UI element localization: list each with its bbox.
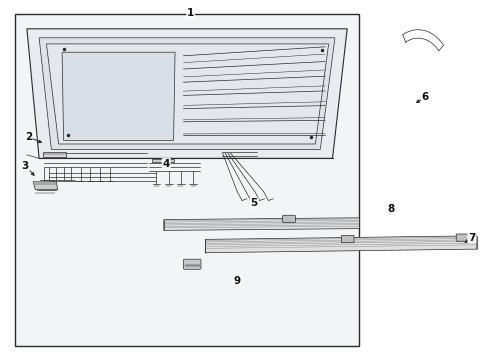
Text: 3: 3 — [22, 161, 29, 171]
Polygon shape — [27, 29, 346, 158]
Text: 5: 5 — [250, 198, 257, 208]
Text: 8: 8 — [387, 204, 394, 214]
Polygon shape — [151, 159, 173, 162]
FancyBboxPatch shape — [455, 234, 468, 241]
Polygon shape — [39, 38, 334, 149]
Polygon shape — [46, 44, 328, 144]
Polygon shape — [205, 236, 476, 253]
FancyBboxPatch shape — [282, 215, 295, 222]
Text: 7: 7 — [467, 233, 475, 243]
Polygon shape — [62, 52, 175, 140]
Text: 4: 4 — [162, 159, 170, 169]
Text: 2: 2 — [25, 132, 32, 142]
Polygon shape — [43, 152, 66, 157]
FancyBboxPatch shape — [341, 235, 353, 243]
Bar — [15, 14, 359, 346]
Text: 6: 6 — [421, 92, 428, 102]
Text: 1: 1 — [187, 8, 194, 18]
Text: 9: 9 — [233, 276, 240, 286]
Polygon shape — [33, 182, 58, 190]
Polygon shape — [163, 218, 359, 230]
FancyBboxPatch shape — [183, 259, 201, 269]
